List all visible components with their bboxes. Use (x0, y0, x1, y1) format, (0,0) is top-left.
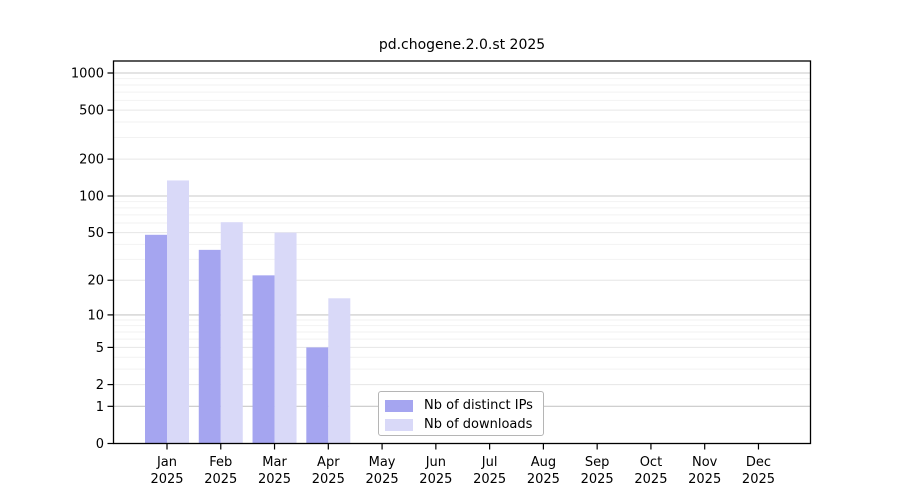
bar-apr-distinct-ips (306, 347, 329, 444)
x-tick-label-year-apr: 2025 (312, 472, 345, 487)
bar-mar-distinct-ips (252, 275, 275, 444)
y-tick-label-200: 200 (79, 153, 104, 168)
x-tick-label-year-mar: 2025 (258, 472, 291, 487)
legend: Nb of distinct IPs Nb of downloads (378, 391, 544, 436)
x-tick-label-year-may: 2025 (366, 472, 399, 487)
y-tick-label-5: 5 (96, 341, 104, 356)
y-tick-label-100: 100 (79, 190, 104, 205)
x-tick-label-month-jan: Jan (156, 455, 177, 470)
x-tick-label-year-oct: 2025 (634, 472, 667, 487)
legend-label-distinct-ips: Nb of distinct IPs (424, 398, 533, 413)
x-tick-label-year-jul: 2025 (473, 472, 506, 487)
bar-mar-downloads (274, 232, 297, 444)
chart-title: pd.chogene.2.0.st 2025 (378, 37, 546, 53)
x-tick-label-month-dec: Dec (746, 455, 771, 470)
legend-item-distinct-ips: Nb of distinct IPs (385, 396, 543, 415)
y-tick-label-1000: 1000 (71, 67, 104, 82)
legend-swatch-distinct-ips-icon (385, 399, 413, 412)
legend-item-downloads: Nb of downloads (385, 415, 543, 434)
x-tick-label-month-nov: Nov (692, 455, 718, 470)
x-tick-label-year-dec: 2025 (742, 472, 775, 487)
bar-feb-downloads (220, 222, 243, 444)
bar-feb-distinct-ips (198, 249, 221, 444)
x-tick-label-month-aug: Aug (531, 455, 556, 470)
y-tick-label-10: 10 (87, 308, 104, 323)
plot-frame (112, 60, 812, 445)
y-tick-label-2: 2 (96, 378, 104, 393)
bar-jan-distinct-ips (145, 234, 167, 444)
bar-jan-downloads (167, 180, 189, 444)
x-tick-label-year-nov: 2025 (688, 472, 721, 487)
x-tick-label-month-apr: Apr (317, 455, 340, 470)
y-tick-label-1: 1 (96, 400, 104, 415)
y-tick-label-20: 20 (87, 274, 104, 289)
x-tick-label-year-jan: 2025 (150, 472, 183, 487)
legend-swatch-downloads-icon (385, 418, 413, 431)
x-tick-label-year-feb: 2025 (204, 472, 237, 487)
x-tick-label-month-sep: Sep (585, 455, 610, 470)
y-tick-label-0: 0 (96, 437, 104, 452)
legend-label-downloads: Nb of downloads (424, 417, 533, 432)
x-tick-label-year-jun: 2025 (419, 472, 452, 487)
x-tick-label-month-feb: Feb (209, 455, 232, 470)
y-tick-label-50: 50 (87, 226, 104, 241)
x-tick-label-month-jul: Jul (481, 455, 498, 470)
x-tick-label-year-aug: 2025 (527, 472, 560, 487)
y-tick-label-500: 500 (79, 104, 104, 119)
x-tick-label-month-jun: Jun (425, 455, 446, 470)
x-tick-label-month-mar: Mar (262, 455, 287, 470)
x-tick-label-year-sep: 2025 (581, 472, 614, 487)
x-tick-label-month-oct: Oct (640, 455, 662, 470)
x-tick-label-month-may: May (369, 455, 396, 470)
bar-apr-downloads (328, 298, 351, 444)
